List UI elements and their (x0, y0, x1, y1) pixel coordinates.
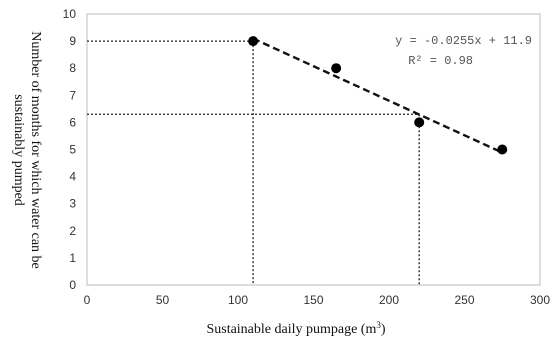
x-tick-label: 300 (530, 293, 550, 307)
r-squared-label: R² = 0.98 (408, 54, 473, 68)
x-tick-label: 100 (228, 293, 248, 307)
x-tick-labels: 0 50 100 150 200 250 300 (84, 293, 551, 307)
y-axis-title: Number of months for which water can be … (11, 31, 43, 269)
x-axis-title-text: Sustainable daily pumpage (m (206, 322, 376, 337)
x-axis-title: Sustainable daily pumpage (m3) (206, 320, 385, 337)
trend-equation: y = -0.0255x + 11.9 (395, 34, 532, 48)
y-tick-label: 3 (69, 197, 76, 211)
data-points (248, 36, 508, 155)
y-tick-label: 1 (69, 251, 76, 265)
data-point (497, 144, 508, 155)
x-tick-label: 0 (84, 293, 91, 307)
y-tick-label: 10 (63, 7, 77, 21)
y-tick-label: 4 (69, 170, 76, 184)
y-axis-title-line1: Number of months for which water can be (28, 31, 43, 269)
data-point (331, 63, 342, 74)
trendline (252, 37, 503, 154)
y-tick-label: 5 (69, 143, 76, 157)
x-tick-label: 200 (379, 293, 399, 307)
plot-area-frame (86, 13, 541, 286)
y-tick-label: 9 (69, 34, 76, 48)
y-tick-label: 2 (69, 224, 76, 238)
y-tick-label: 0 (69, 278, 76, 292)
data-point (414, 117, 425, 128)
y-tick-label: 7 (69, 88, 76, 102)
y-tick-label: 6 (69, 115, 76, 129)
y-axis-title-line2: sustainably pumped (11, 94, 26, 206)
y-tick-labels: 0 1 2 3 4 5 6 7 8 9 10 (63, 7, 77, 292)
x-tick-label: 150 (303, 293, 323, 307)
data-point (248, 36, 259, 47)
x-tick-label: 50 (156, 293, 170, 307)
x-axis-title-sup: 3 (376, 320, 381, 330)
y-tick-label: 8 (69, 61, 76, 75)
x-tick-label: 250 (454, 293, 474, 307)
x-axis-title-close: ) (381, 322, 386, 337)
guide-lines (87, 40, 420, 285)
